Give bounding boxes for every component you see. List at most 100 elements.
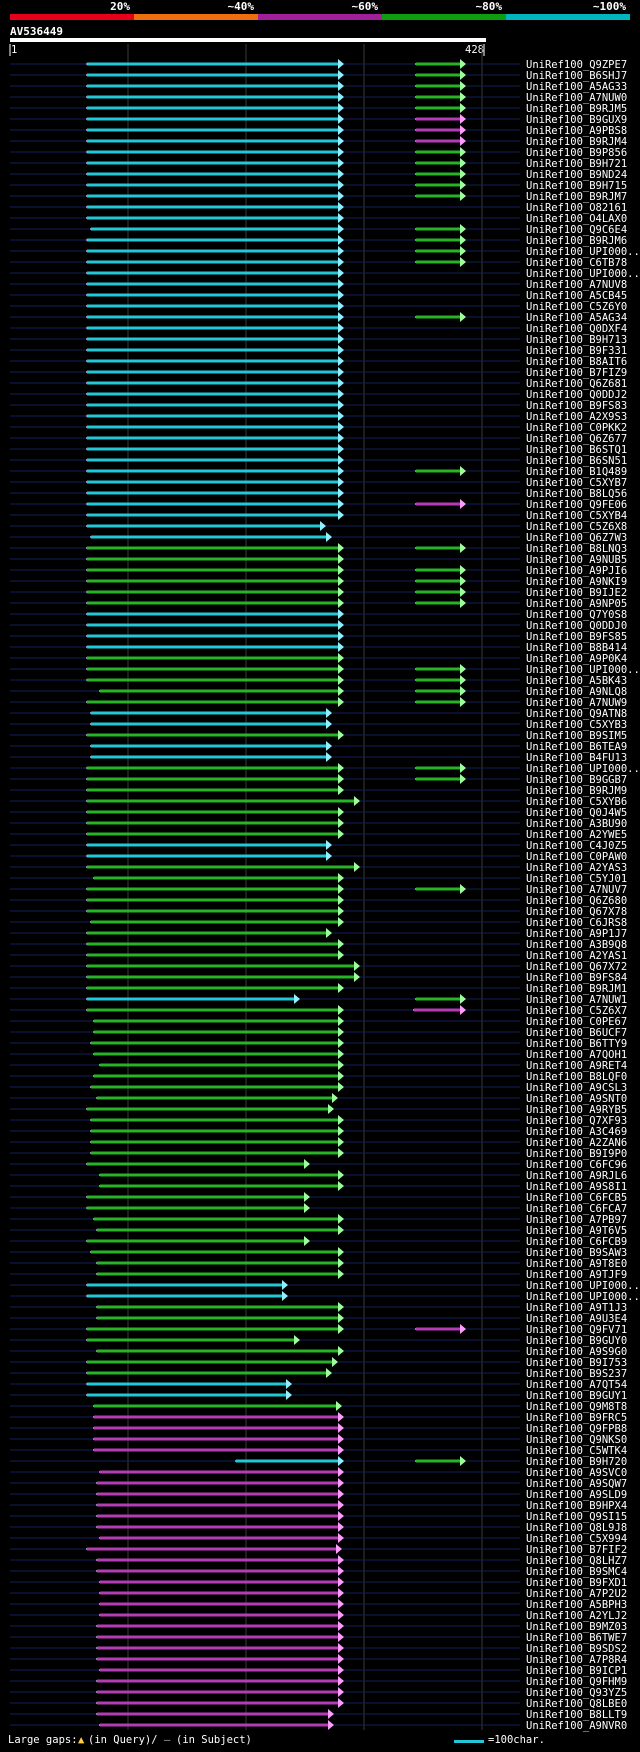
in-subject-label: (in Subject): [176, 1734, 252, 1746]
hit-bar: [87, 986, 338, 990]
hit-label: UniRef100_C0PKK2: [526, 422, 627, 434]
hit-label: UniRef100_B9ICP1: [526, 1665, 627, 1677]
hit-arrow: [304, 1159, 310, 1169]
hit-bar: [91, 1129, 338, 1133]
hit-arrow: [460, 191, 466, 201]
hit-bar: [87, 1371, 326, 1375]
hit-arrow: [338, 279, 344, 289]
hit-label: UniRef100_Q6Z681: [526, 378, 627, 390]
hit-bar: [97, 1305, 338, 1309]
hit-arrow: [338, 1511, 344, 1521]
hit-arrow: [460, 147, 466, 157]
hit-arrow: [338, 1313, 344, 1323]
hit-arrow: [294, 1335, 300, 1345]
hit-arrow: [338, 1071, 344, 1081]
hit-bar: [87, 62, 338, 66]
hit-bar: [87, 568, 338, 572]
hit-bar: [416, 139, 460, 143]
hit-label: UniRef100_Q8LBE0: [526, 1698, 627, 1710]
hit-arrow: [338, 59, 344, 69]
hit-bar: [416, 590, 460, 594]
hit-label: UniRef100_A5CB45: [526, 290, 627, 302]
hit-label: UniRef100_B6SN51: [526, 455, 627, 467]
hit-label: UniRef100_B9GGB7: [526, 774, 627, 786]
hit-label: UniRef100_O82161: [526, 202, 627, 214]
hit-arrow: [338, 565, 344, 575]
hit-label: UniRef100_Q0DDJ0: [526, 620, 627, 632]
hit-label: UniRef100_A9U3E4: [526, 1313, 627, 1325]
hit-bar: [416, 579, 460, 583]
hit-label: UniRef100_C6FCB5: [526, 1192, 627, 1204]
hit-bar: [87, 260, 338, 264]
hit-label: UniRef100_B8LQF0: [526, 1071, 627, 1083]
hit-bar: [87, 909, 338, 913]
hit-label: UniRef100_Q9SI15: [526, 1511, 627, 1523]
hit-label: UniRef100_A2X9S3: [526, 411, 627, 423]
hit-label: UniRef100_Q9FPB8: [526, 1423, 627, 1435]
hit-arrow: [336, 1401, 342, 1411]
hit-arrow: [338, 1423, 344, 1433]
hit-label: UniRef100_A9NP05: [526, 598, 627, 610]
hit-bar: [87, 117, 338, 121]
hit-bar: [87, 1195, 304, 1199]
hit-bar: [87, 766, 338, 770]
hit-arrow: [338, 653, 344, 663]
hit-bar: [87, 777, 338, 781]
hit-label: UniRef100_A9SQW7: [526, 1478, 627, 1490]
hit-bar: [87, 832, 338, 836]
hit-arrow: [338, 301, 344, 311]
hit-arrow: [338, 191, 344, 201]
hit-label: UniRef100_C0PE67: [526, 1016, 627, 1028]
hit-bar: [87, 656, 338, 660]
hit-label: UniRef100_Q8L9J8: [526, 1522, 627, 1534]
hit-bar: [416, 183, 460, 187]
hit-label: UniRef100_A9T6V5: [526, 1225, 627, 1237]
hit-arrow: [338, 598, 344, 608]
hit-bar: [91, 1041, 338, 1045]
hit-arrow: [326, 851, 332, 861]
hit-bar: [91, 744, 326, 748]
hit-bar: [87, 854, 326, 858]
hit-arrow: [338, 499, 344, 509]
hit-bar: [87, 513, 338, 517]
hit-arrow: [338, 1654, 344, 1664]
hit-arrow: [460, 257, 466, 267]
hit-arrow: [460, 576, 466, 586]
hit-arrow: [460, 1456, 466, 1466]
hit-label: UniRef100_A9RJL6: [526, 1170, 627, 1182]
hit-label: UniRef100_B9H713: [526, 334, 627, 346]
hit-bar: [87, 106, 338, 110]
hit-bar: [97, 1525, 338, 1529]
hit-arrow: [338, 1566, 344, 1576]
hit-arrow: [338, 169, 344, 179]
hit-arrow: [338, 1049, 344, 1059]
hit-arrow: [460, 92, 466, 102]
hit-arrow: [338, 125, 344, 135]
hit-label: UniRef100_A9P1J7: [526, 928, 627, 940]
hit-bar: [97, 1712, 328, 1716]
hit-label: UniRef100_A2ZAN6: [526, 1137, 627, 1149]
hit-label: UniRef100_A9NLQ8: [526, 686, 627, 698]
hit-label: UniRef100_C0PAW0: [526, 851, 627, 863]
hit-arrow: [338, 1324, 344, 1334]
hit-bar: [91, 1140, 338, 1144]
hit-arrow: [338, 235, 344, 245]
query-end-label: 428: [465, 44, 484, 56]
hit-arrow: [338, 378, 344, 388]
hit-arrow: [338, 1643, 344, 1653]
hit-arrow: [338, 477, 344, 487]
identity-scale-label: ~80%: [476, 0, 503, 13]
hit-arrow: [338, 1478, 344, 1488]
hit-label: UniRef100_B9SIM5: [526, 730, 627, 742]
hit-bar: [97, 1624, 338, 1628]
hit-label: UniRef100_B9GUY1: [526, 1390, 627, 1402]
hit-arrow: [338, 1412, 344, 1422]
hit-bar: [87, 414, 338, 418]
identity-scale-segment: [134, 14, 258, 20]
hit-bar: [97, 1635, 338, 1639]
hit-label: UniRef100_A5BK43: [526, 675, 627, 687]
hit-label: UniRef100_Q9C6E4: [526, 224, 627, 236]
hit-bar: [87, 810, 338, 814]
hit-bar: [100, 1580, 338, 1584]
hit-label: UniRef100_C5WTK4: [526, 1445, 627, 1457]
